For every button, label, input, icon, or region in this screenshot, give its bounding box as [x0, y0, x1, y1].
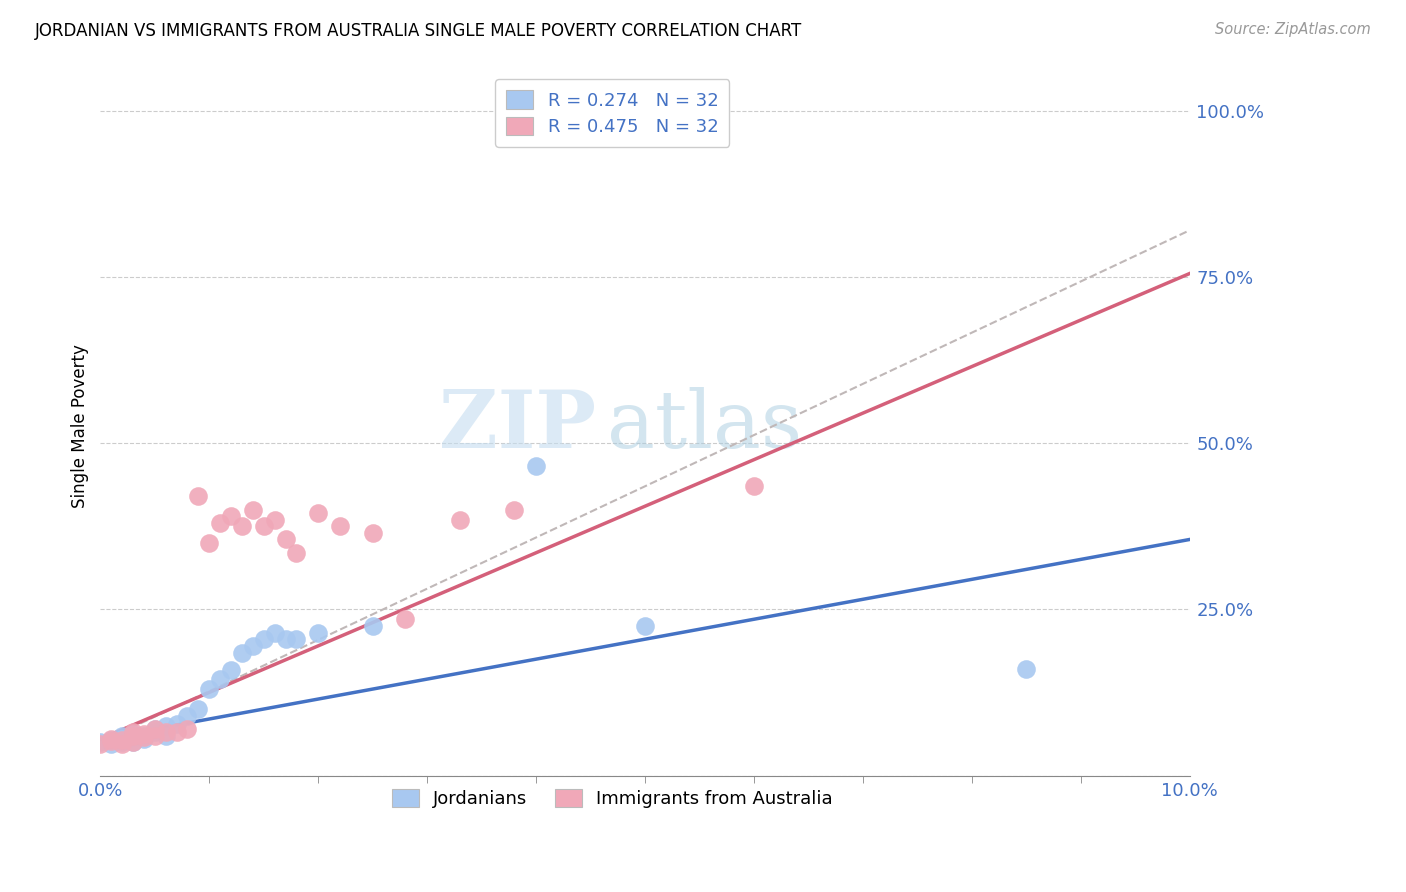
Point — [100, 734, 122, 748]
Point — [524, 459, 547, 474]
Point — [143, 725, 166, 739]
Point — [89, 735, 111, 749]
Point — [285, 546, 308, 560]
Text: Source: ZipAtlas.com: Source: ZipAtlas.com — [1215, 22, 1371, 37]
Point — [263, 512, 285, 526]
Point — [274, 533, 297, 547]
Point — [122, 729, 145, 743]
Point — [100, 737, 122, 751]
Point — [122, 735, 145, 749]
Point — [742, 479, 765, 493]
Point — [132, 730, 155, 744]
Point — [274, 632, 297, 647]
Point — [111, 737, 134, 751]
Point — [242, 502, 264, 516]
Point — [143, 722, 166, 736]
Point — [209, 672, 232, 686]
Point — [155, 719, 177, 733]
Point — [361, 525, 384, 540]
Point — [111, 729, 134, 743]
Point — [143, 729, 166, 743]
Point — [155, 725, 177, 739]
Point — [449, 512, 471, 526]
Point — [634, 619, 657, 633]
Point — [219, 664, 242, 678]
Text: JORDANIAN VS IMMIGRANTS FROM AUSTRALIA SINGLE MALE POVERTY CORRELATION CHART: JORDANIAN VS IMMIGRANTS FROM AUSTRALIA S… — [35, 22, 803, 40]
Point — [132, 727, 155, 741]
Point — [307, 625, 329, 640]
Point — [1015, 662, 1038, 676]
Point — [176, 722, 198, 736]
Point — [100, 731, 122, 746]
Point — [198, 682, 221, 697]
Point — [231, 519, 253, 533]
Point — [166, 725, 188, 739]
Point — [132, 729, 155, 743]
Point — [111, 735, 134, 749]
Point — [209, 516, 232, 530]
Point — [122, 730, 145, 744]
Point — [231, 646, 253, 660]
Point — [394, 612, 416, 626]
Point — [285, 632, 308, 647]
Point — [100, 733, 122, 747]
Point — [122, 725, 145, 739]
Point — [242, 639, 264, 653]
Point — [111, 731, 134, 746]
Point — [143, 722, 166, 736]
Point — [503, 502, 526, 516]
Point — [219, 509, 242, 524]
Point — [307, 506, 329, 520]
Point — [132, 731, 155, 746]
Point — [263, 625, 285, 640]
Point — [361, 619, 384, 633]
Point — [187, 702, 209, 716]
Point — [166, 716, 188, 731]
Text: atlas: atlas — [607, 387, 801, 466]
Point — [198, 536, 221, 550]
Text: ZIP: ZIP — [439, 387, 596, 466]
Point — [122, 735, 145, 749]
Y-axis label: Single Male Poverty: Single Male Poverty — [72, 344, 89, 508]
Point — [187, 489, 209, 503]
Point — [253, 519, 276, 533]
Point — [111, 733, 134, 747]
Point — [122, 727, 145, 741]
Point — [155, 729, 177, 743]
Point — [329, 519, 352, 533]
Legend: Jordanians, Immigrants from Australia: Jordanians, Immigrants from Australia — [384, 781, 839, 815]
Point — [89, 737, 111, 751]
Point — [176, 708, 198, 723]
Point — [253, 632, 276, 647]
